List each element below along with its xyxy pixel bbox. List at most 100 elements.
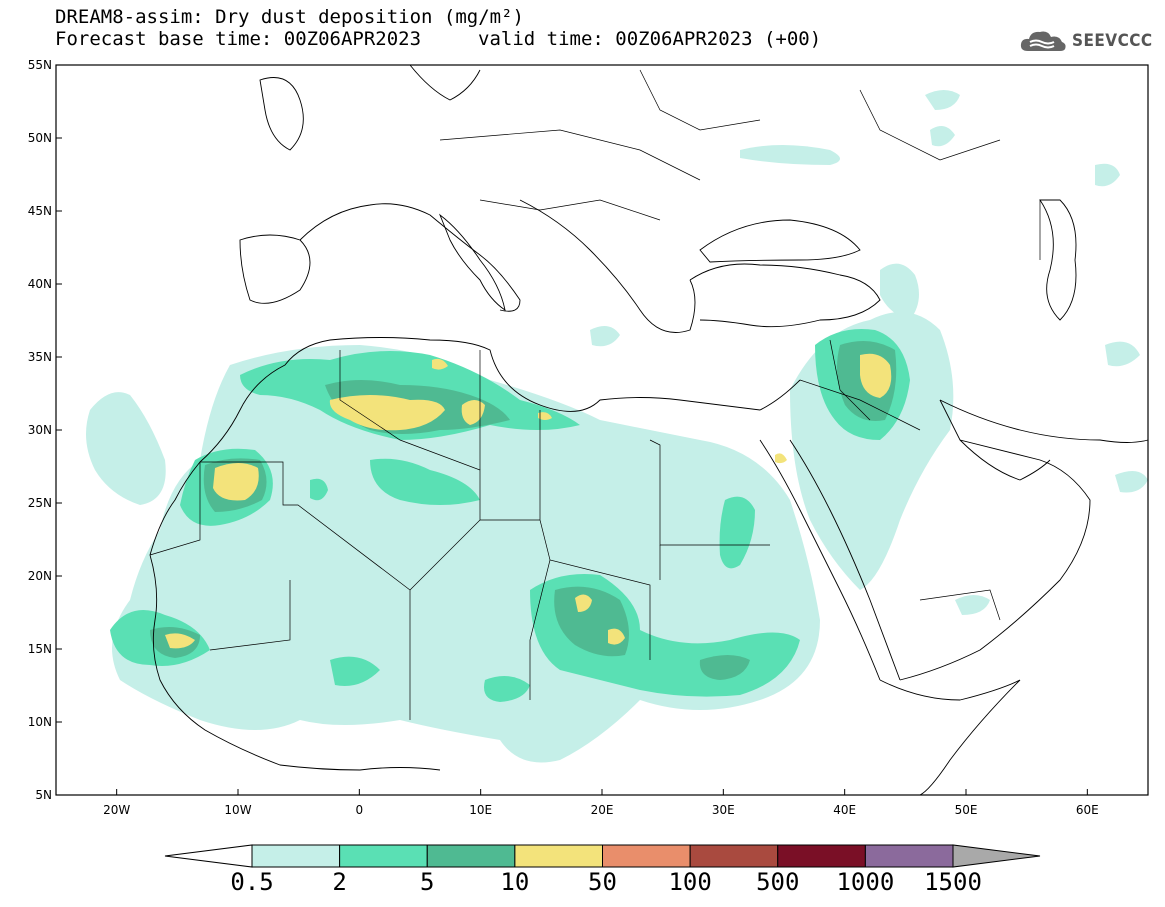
colorbar-label: 2 [332, 868, 347, 896]
lon-label: 10E [469, 803, 492, 817]
coastline-europe [239, 234, 311, 304]
dust-region-level-1 [740, 145, 840, 165]
lat-label: 35N [28, 350, 52, 364]
border [209, 580, 291, 651]
dust-field-level-4 [165, 353, 892, 649]
lat-label: 50N [28, 131, 52, 145]
border [799, 379, 921, 431]
colorbar-label: 5 [420, 868, 435, 896]
coastline-europe-south [299, 203, 521, 312]
border [649, 439, 770, 546]
dust-region-level-2 [330, 656, 380, 686]
border [339, 350, 481, 591]
colorbar-segment [426, 844, 516, 868]
lon-label: 60E [1076, 803, 1099, 817]
coastline-gulf [959, 439, 1051, 481]
coastline-red-sea [759, 439, 901, 681]
coastlines [149, 64, 1149, 796]
colorbar-label: 500 [756, 868, 800, 896]
dust-region-level-4 [165, 633, 195, 649]
map-title: DREAM8-assim: Dry dust deposition (mg/m²… [55, 6, 524, 28]
lon-label: 30E [712, 803, 735, 817]
dust-region-level-4 [213, 463, 259, 501]
colorbar-segment [514, 844, 603, 868]
colorbar-segment [602, 844, 691, 868]
colorbar-label: 10 [500, 868, 530, 896]
lon-label: 50E [955, 803, 978, 817]
lat-label: 40N [28, 277, 52, 291]
longitude-axis: 20W 10W 0 10E 20E 30E 40E 50E 60E [103, 789, 1099, 817]
coastline-horn-africa [879, 679, 1021, 796]
colorbar-segment [251, 844, 341, 868]
dust-region-level-2 [370, 458, 480, 505]
latitude-axis: 55N 50N 45N 40N 35N 30N 25N 20N 15N 10N 5N [28, 58, 62, 802]
lon-label: 10W [224, 803, 251, 817]
coastline-north-africa [149, 337, 801, 556]
border [639, 69, 761, 131]
dust-region-level-4 [432, 358, 448, 370]
lat-label: 55N [28, 58, 52, 72]
dust-region-level-1 [880, 263, 919, 320]
valid-time: valid time: 00Z06APR2023 (+00) [478, 28, 822, 50]
lat-label: 5N [35, 788, 52, 802]
colorbar-label: 0.5 [230, 868, 274, 896]
dust-region-level-4 [461, 400, 485, 425]
dust-region-level-1 [86, 392, 166, 505]
dust-region-level-1 [930, 126, 955, 147]
coastline-black-sea [699, 219, 861, 263]
dust-region-level-4 [860, 353, 892, 398]
lat-label: 25N [28, 496, 52, 510]
dust-region-level-4 [608, 628, 625, 645]
border [200, 461, 411, 720]
dust-region-level-1 [1105, 341, 1140, 367]
coastline-arabia [899, 399, 1091, 681]
colorbar-high-arrow [952, 844, 1041, 868]
dust-region-level-4 [329, 395, 445, 431]
colorbar-segment [777, 844, 866, 868]
dust-region-level-1 [925, 90, 960, 110]
border [919, 589, 1001, 621]
lat-label: 45N [28, 204, 52, 218]
cloud-icon [1020, 31, 1066, 51]
dust-region-level-1 [590, 326, 620, 347]
colorbar-segment [864, 844, 954, 868]
lat-label: 20N [28, 569, 52, 583]
coastline-uk [259, 77, 304, 151]
seevccc-logo: SEEVCCC [1018, 26, 1162, 56]
lon-label: 20E [591, 803, 614, 817]
dust-region-level-4 [775, 453, 787, 464]
coastline-west-africa [149, 554, 441, 771]
border [529, 559, 551, 700]
lat-label: 15N [28, 642, 52, 656]
lon-label: 20W [103, 803, 130, 817]
border [829, 339, 871, 421]
dust-region-level-2 [719, 496, 755, 569]
dust-region-level-4 [575, 594, 592, 612]
dust-region-level-2 [310, 478, 328, 501]
colorbar-segment [339, 844, 428, 868]
country-borders [149, 69, 1041, 720]
coastline-italy [438, 213, 506, 311]
dust-region-level-4 [538, 412, 552, 420]
colorbar-label: 1000 [836, 868, 895, 896]
colorbar-label: 1500 [924, 868, 982, 896]
border [479, 199, 661, 221]
forecast-base-time: Forecast base time: 00Z06APR2023 [55, 28, 422, 50]
dust-region-level-1 [1095, 163, 1120, 187]
dust-region-level-1 [955, 595, 990, 615]
colorbar-label: 50 [588, 868, 617, 896]
lat-label: 30N [28, 423, 52, 437]
lon-label: 0 [356, 803, 364, 817]
dust-region-level-1 [1115, 471, 1148, 493]
dust-region-level-3 [699, 655, 750, 680]
colorbar-label: 100 [668, 868, 712, 896]
border [439, 129, 701, 181]
lat-label: 10N [28, 715, 52, 729]
coastline-scandinavia [409, 64, 481, 101]
coastline-iran [939, 399, 1149, 443]
colorbar-segment [689, 844, 779, 868]
lon-label: 40E [833, 803, 856, 817]
border [149, 462, 201, 556]
coastline-caspian [1039, 199, 1077, 321]
